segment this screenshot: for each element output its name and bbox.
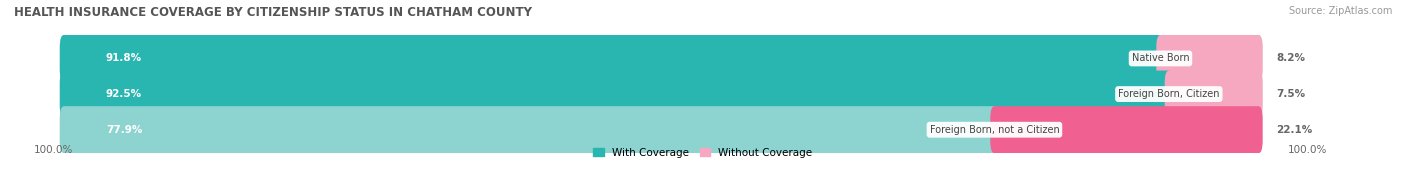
Text: Foreign Born, not a Citizen: Foreign Born, not a Citizen — [929, 125, 1059, 135]
Legend: With Coverage, Without Coverage: With Coverage, Without Coverage — [589, 143, 817, 162]
FancyBboxPatch shape — [60, 106, 998, 153]
FancyBboxPatch shape — [60, 71, 1173, 118]
Text: 8.2%: 8.2% — [1277, 54, 1305, 64]
Text: Source: ZipAtlas.com: Source: ZipAtlas.com — [1288, 6, 1392, 16]
FancyBboxPatch shape — [990, 106, 1263, 153]
Text: 77.9%: 77.9% — [105, 125, 142, 135]
Text: 92.5%: 92.5% — [105, 89, 142, 99]
Text: 100.0%: 100.0% — [34, 145, 73, 155]
Text: 7.5%: 7.5% — [1277, 89, 1306, 99]
Text: 100.0%: 100.0% — [1288, 145, 1327, 155]
FancyBboxPatch shape — [1156, 35, 1263, 82]
FancyBboxPatch shape — [60, 71, 1263, 118]
FancyBboxPatch shape — [60, 35, 1164, 82]
Text: Foreign Born, Citizen: Foreign Born, Citizen — [1118, 89, 1219, 99]
FancyBboxPatch shape — [1164, 71, 1263, 118]
FancyBboxPatch shape — [60, 106, 1263, 153]
FancyBboxPatch shape — [60, 35, 1263, 82]
Text: 22.1%: 22.1% — [1277, 125, 1313, 135]
Text: HEALTH INSURANCE COVERAGE BY CITIZENSHIP STATUS IN CHATHAM COUNTY: HEALTH INSURANCE COVERAGE BY CITIZENSHIP… — [14, 6, 531, 19]
Text: Native Born: Native Born — [1132, 54, 1189, 64]
Text: 91.8%: 91.8% — [105, 54, 142, 64]
